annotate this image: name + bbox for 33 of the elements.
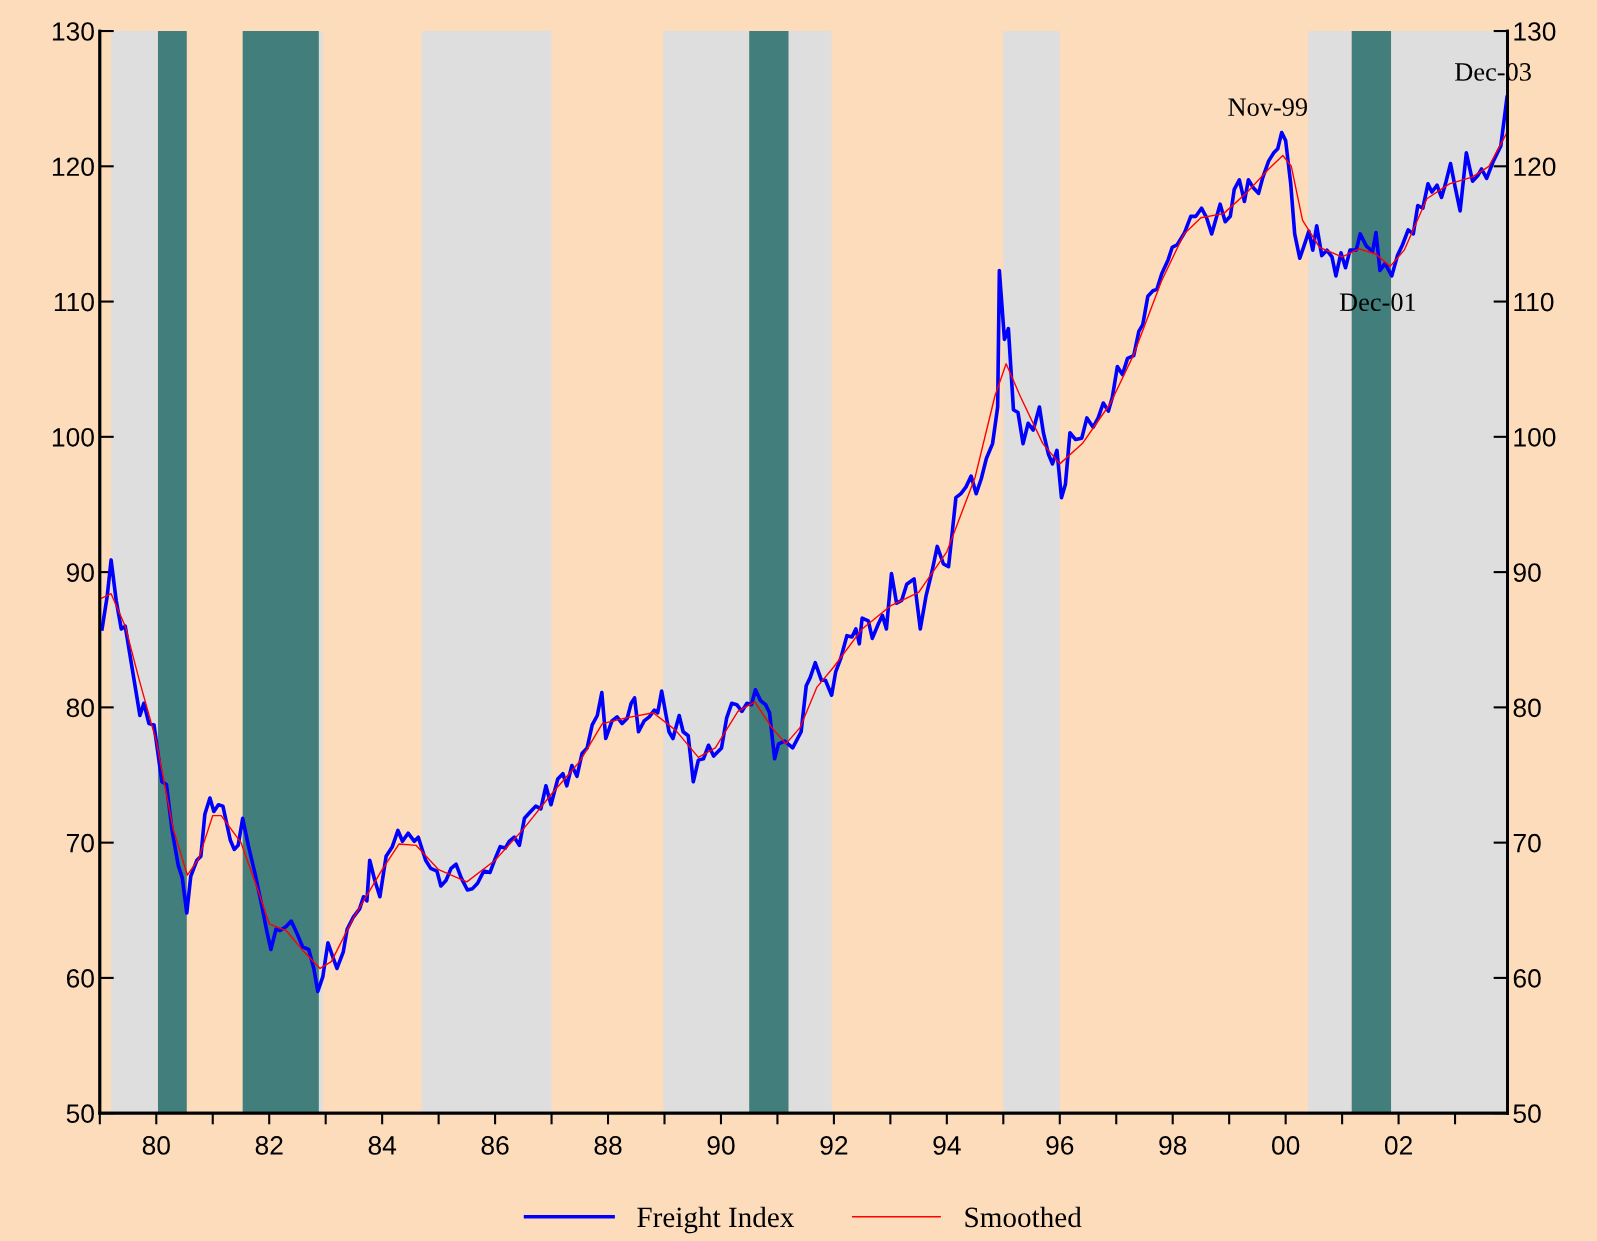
- y-tick-label: 90: [66, 563, 94, 582]
- legend-label: Freight Index: [637, 1206, 794, 1234]
- x-tick-label: 96: [1046, 1136, 1074, 1155]
- y-tick-label: 120: [52, 157, 94, 177]
- x-tick-label: 82: [255, 1136, 283, 1155]
- y2-tick-label: 60: [1513, 969, 1541, 988]
- x-tick-label: 86: [481, 1136, 509, 1155]
- x-tick-label: 84: [368, 1136, 397, 1155]
- x-tick-label: 94: [933, 1136, 961, 1155]
- annotation: Nov-99: [1228, 98, 1308, 117]
- x-tick-label: 80: [142, 1136, 170, 1155]
- y2-tick-label: 90: [1513, 563, 1541, 582]
- y-tick-label: 50: [66, 1104, 94, 1123]
- x-tick-label: 92: [820, 1136, 848, 1155]
- y-tick-label: 100: [52, 427, 94, 447]
- y-tick-label: 130: [52, 22, 94, 41]
- legend-label: Smoothed: [965, 1206, 1082, 1228]
- y2-tick-label: 80: [1513, 698, 1541, 718]
- y2-tick-label: 110: [1514, 292, 1554, 312]
- y2-tick-label: 100: [1514, 427, 1556, 447]
- y-tick-label: 70: [66, 833, 94, 853]
- x-tick-label: 88: [594, 1136, 622, 1155]
- x-tick-label: 98: [1159, 1136, 1187, 1155]
- y2-tick-label: 120: [1514, 157, 1556, 177]
- x-tick-label: 02: [1384, 1136, 1412, 1155]
- y2-tick-label: 50: [1513, 1104, 1541, 1123]
- y2-tick-label: 130: [1514, 22, 1556, 41]
- y2-tick-label: 70: [1513, 833, 1541, 853]
- y-tick-label: 60: [66, 969, 94, 988]
- x-tick-label: 00: [1272, 1136, 1300, 1155]
- x-tick-label: 90: [707, 1136, 735, 1155]
- y-tick-label: 80: [66, 698, 94, 718]
- y-tick-label: 110: [54, 292, 94, 312]
